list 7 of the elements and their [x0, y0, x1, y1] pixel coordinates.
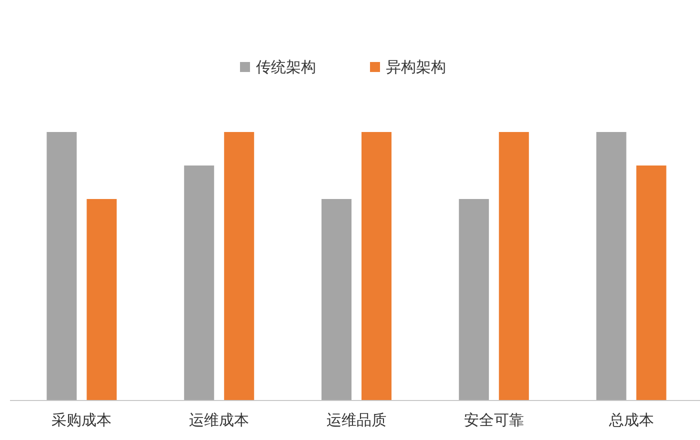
- x-tick-label: 运维品质: [326, 411, 386, 429]
- x-tick-label: 运维成本: [189, 411, 250, 429]
- x-tick-label: 总成本: [608, 411, 654, 429]
- legend-label: 传统架构: [256, 58, 316, 76]
- x-tick-label: 采购成本: [52, 411, 112, 429]
- x-tick-label: 安全可靠: [464, 411, 524, 429]
- legend-label: 异构架构: [386, 58, 446, 76]
